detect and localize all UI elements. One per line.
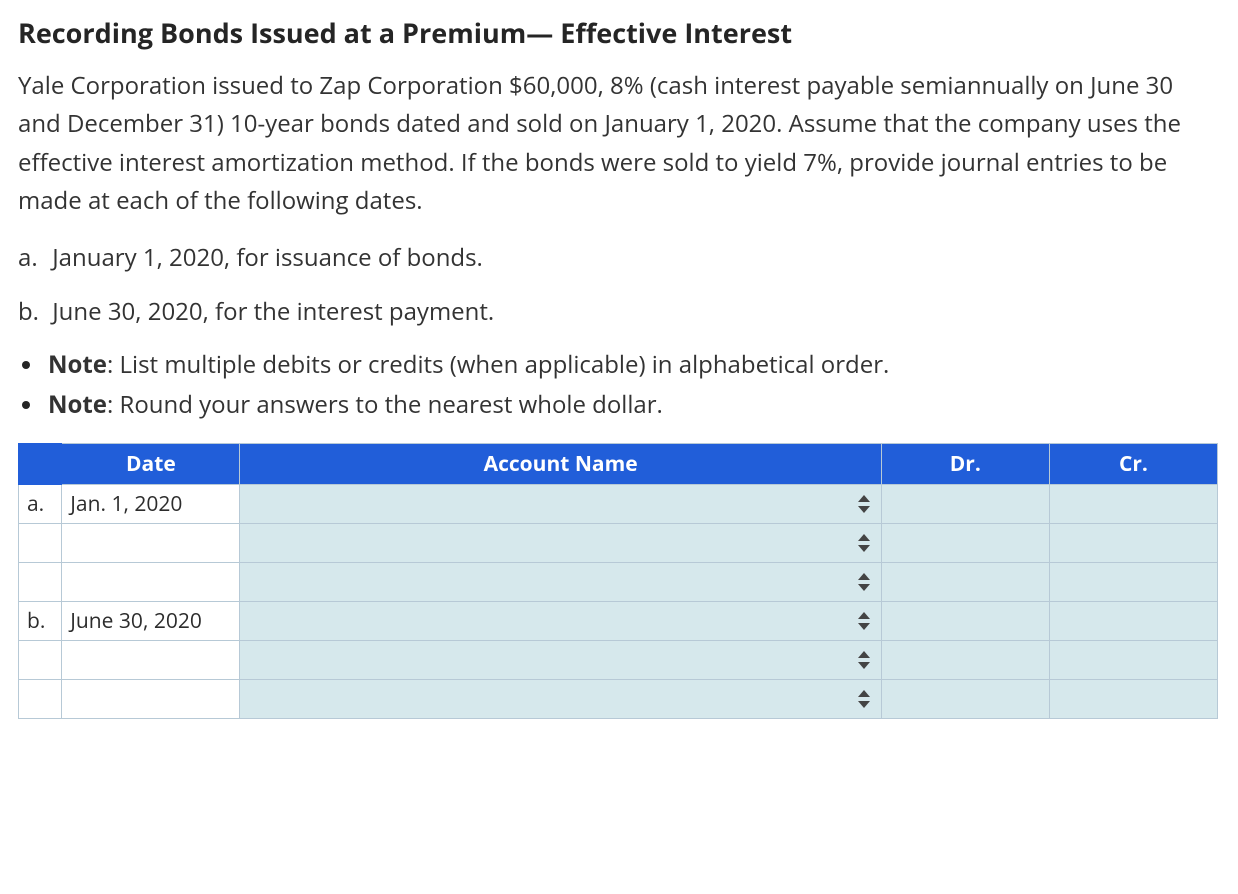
note-1-text: : List multiple debits or credits (when … xyxy=(107,348,889,381)
account-select[interactable] xyxy=(240,563,881,602)
row-date xyxy=(62,524,240,563)
list-item-b: b. June 30, 2020, for the interest payme… xyxy=(18,293,1220,331)
cr-input[interactable] xyxy=(1049,563,1217,602)
row-date: June 30, 2020 xyxy=(62,602,240,641)
list-item-b-text: June 30, 2020, for the interest payment. xyxy=(52,295,494,328)
row-label xyxy=(19,524,62,563)
sort-icon[interactable] xyxy=(857,533,871,553)
row-date xyxy=(62,563,240,602)
cr-input[interactable] xyxy=(1049,485,1217,524)
row-label xyxy=(19,680,62,719)
dr-input[interactable] xyxy=(881,641,1049,680)
note-1-label: Note xyxy=(48,348,107,381)
row-label: b. xyxy=(19,602,62,641)
account-select[interactable] xyxy=(240,641,881,680)
page-title: Recording Bonds Issued at a Premium— Eff… xyxy=(18,14,1220,51)
account-select[interactable] xyxy=(240,602,881,641)
sort-icon[interactable] xyxy=(857,611,871,631)
sort-icon[interactable] xyxy=(857,650,871,670)
dr-input[interactable] xyxy=(881,524,1049,563)
journal-entry-table: Date Account Name Dr. Cr. a. Jan. 1, 202… xyxy=(18,443,1218,719)
row-label xyxy=(19,641,62,680)
table-row xyxy=(19,524,1218,563)
cr-input[interactable] xyxy=(1049,602,1217,641)
table-header-blank xyxy=(19,444,62,485)
list-item-a-label: a. xyxy=(18,239,46,277)
table-row xyxy=(19,563,1218,602)
row-date xyxy=(62,680,240,719)
dr-input[interactable] xyxy=(881,680,1049,719)
list-item-b-label: b. xyxy=(18,293,46,331)
row-label: a. xyxy=(19,485,62,524)
row-label xyxy=(19,563,62,602)
account-select[interactable] xyxy=(240,485,881,524)
table-header-cr: Cr. xyxy=(1049,444,1217,485)
dr-input[interactable] xyxy=(881,563,1049,602)
enumerated-list: a. January 1, 2020, for issuance of bond… xyxy=(18,239,1220,332)
dr-input[interactable] xyxy=(881,485,1049,524)
bullet-icon xyxy=(22,401,30,409)
sort-icon[interactable] xyxy=(857,572,871,592)
dr-input[interactable] xyxy=(881,602,1049,641)
notes-block: Note: List multiple debits or credits (w… xyxy=(18,347,1220,423)
sort-icon[interactable] xyxy=(857,689,871,709)
account-select[interactable] xyxy=(240,524,881,563)
table-header-date: Date xyxy=(62,444,240,485)
table-row: a. Jan. 1, 2020 xyxy=(19,485,1218,524)
cr-input[interactable] xyxy=(1049,641,1217,680)
table-row: b. June 30, 2020 xyxy=(19,602,1218,641)
note-2: Note: Round your answers to the nearest … xyxy=(18,387,1220,423)
row-date xyxy=(62,641,240,680)
table-row xyxy=(19,680,1218,719)
row-date: Jan. 1, 2020 xyxy=(62,485,240,524)
table-row xyxy=(19,641,1218,680)
note-2-text: : Round your answers to the nearest whol… xyxy=(107,388,663,421)
list-item-a-text: January 1, 2020, for issuance of bonds. xyxy=(52,241,483,274)
note-1: Note: List multiple debits or credits (w… xyxy=(18,347,1220,383)
account-select[interactable] xyxy=(240,680,881,719)
note-2-label: Note xyxy=(48,388,107,421)
problem-paragraph: Yale Corporation issued to Zap Corporati… xyxy=(18,67,1188,221)
sort-icon[interactable] xyxy=(857,494,871,514)
table-header-dr: Dr. xyxy=(881,444,1049,485)
cr-input[interactable] xyxy=(1049,680,1217,719)
list-item-a: a. January 1, 2020, for issuance of bond… xyxy=(18,239,1220,277)
cr-input[interactable] xyxy=(1049,524,1217,563)
table-header-account: Account Name xyxy=(240,444,881,485)
bullet-icon xyxy=(22,361,30,369)
